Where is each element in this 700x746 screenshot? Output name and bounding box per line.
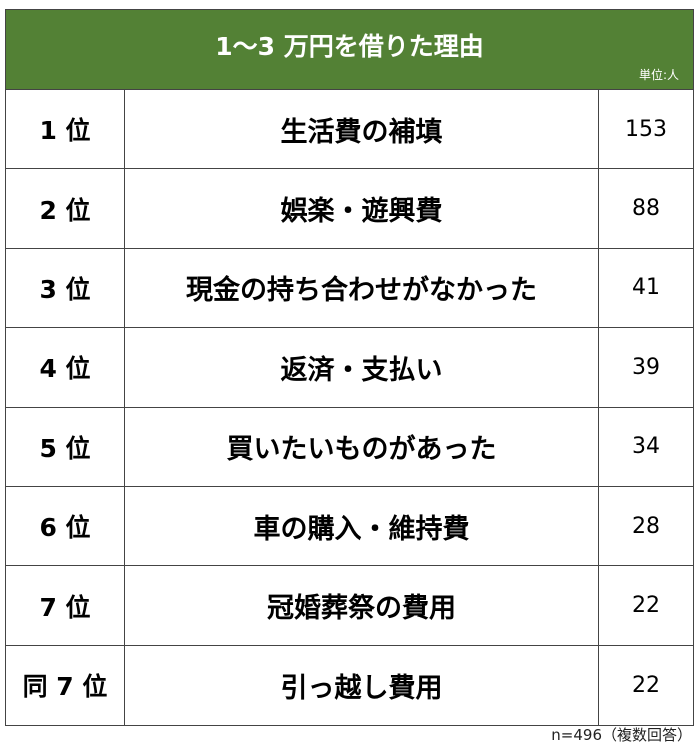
- count-cell: 28: [632, 513, 660, 539]
- unit-label: 単位:人: [638, 68, 679, 82]
- count-cell: 39: [632, 354, 660, 380]
- table-row: 2 位娯楽・遊興費 88: [6, 169, 693, 249]
- count-cell: 22: [632, 672, 660, 698]
- count-cell: 88: [632, 196, 660, 222]
- rank-cell: 6 位: [6, 486, 125, 566]
- table-row: 3 位現金の持ち合わせがなかった 41: [6, 248, 693, 329]
- count-cell: 34: [632, 434, 660, 460]
- rank-cell: 4 位: [6, 328, 125, 407]
- reason-cell: 現金の持ち合わせがなかった: [125, 248, 599, 328]
- table-title: 1～3 万円を借りた理由: [215, 32, 484, 61]
- rank-cell: 同 7 位: [6, 645, 125, 726]
- reason-cell: 車の購入・維持費: [125, 486, 599, 566]
- reason-cell: 冠婚葬祭の費用: [125, 566, 599, 645]
- count-cell: 153: [625, 116, 667, 142]
- ranking-table: 1～3 万円を借りた理由 単位:人 1 位生活費の補填 153 2 位娯楽・遊興費 8…: [5, 9, 694, 727]
- table-row: 5 位買いたいものがあった 34: [6, 407, 693, 487]
- table-row: 6 位車の購入・維持費 28: [6, 486, 693, 567]
- table-row: 7 位冠婚葬祭の費用 22: [6, 566, 693, 646]
- count-cell: 41: [632, 275, 660, 301]
- reason-cell: 生活費の補填: [125, 90, 599, 169]
- rank-cell: 3 位: [6, 248, 125, 328]
- rank-cell: 7 位: [6, 566, 125, 645]
- sample-note: n=496（複数回答）: [551, 726, 692, 744]
- table-row: 同 7 位引っ越し費用 22: [6, 645, 693, 726]
- table-row: 4 位返済・支払い 39: [6, 328, 693, 408]
- table-row: 1 位生活費の補填 153: [6, 90, 693, 170]
- reason-cell: 引っ越し費用: [125, 645, 599, 726]
- rank-cell: 5 位: [6, 407, 125, 486]
- reason-cell: 買いたいものがあった: [125, 407, 599, 486]
- rank-cell: 2 位: [6, 169, 125, 248]
- count-cell: 22: [632, 593, 660, 619]
- rank-cell: 1 位: [6, 90, 125, 169]
- reason-cell: 返済・支払い: [125, 328, 599, 407]
- reason-cell: 娯楽・遊興費: [125, 169, 599, 248]
- table-header: 1～3 万円を借りた理由 単位:人: [6, 10, 693, 90]
